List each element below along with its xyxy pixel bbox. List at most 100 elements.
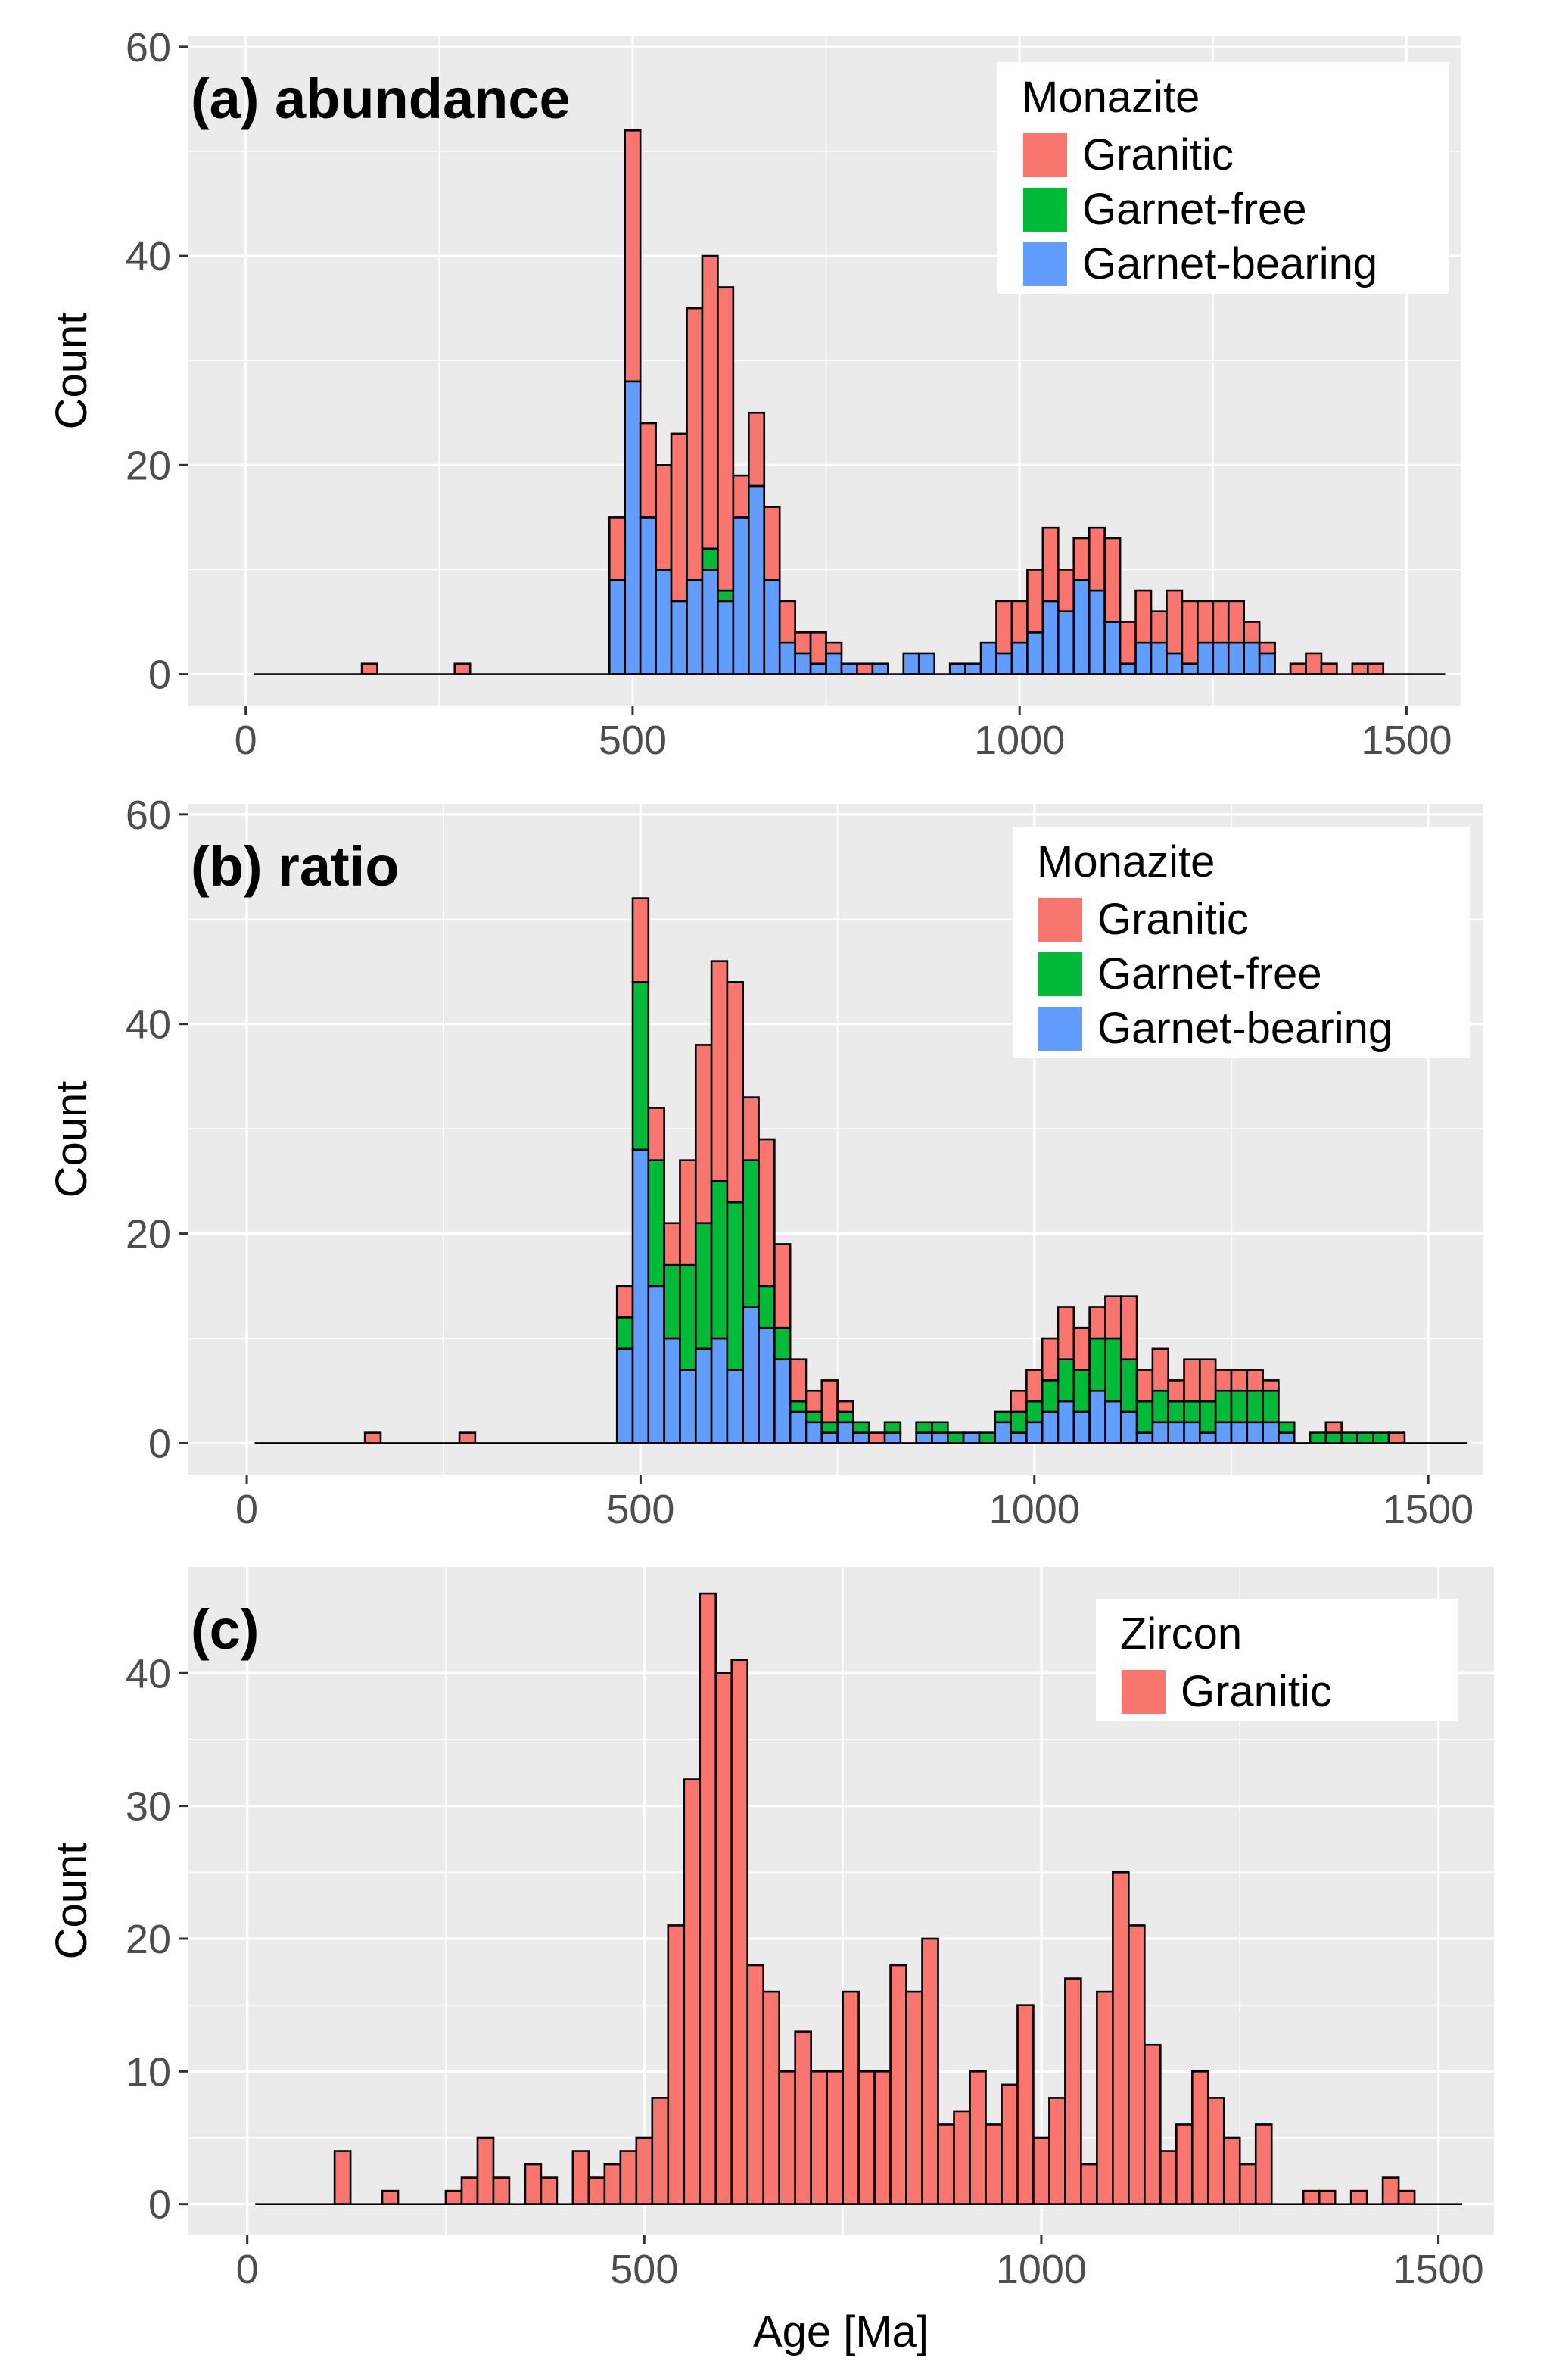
bar-granitic — [748, 411, 766, 488]
bar-granitic — [857, 2070, 876, 2205]
bar-garnet-free — [1278, 1421, 1296, 1434]
bar-garnet-bearing — [931, 1431, 949, 1444]
bar-granitic — [953, 2110, 971, 2205]
x-tick-label: 1500 — [1361, 718, 1452, 763]
x-tick-label: 0 — [235, 718, 257, 763]
bar-granitic — [1175, 2123, 1194, 2205]
bar-garnet-bearing — [742, 1306, 760, 1444]
bar-granitic — [460, 2176, 479, 2205]
bar-garnet-free — [947, 1431, 965, 1444]
bar-granitic — [1103, 537, 1122, 623]
bar-granitic — [1048, 2097, 1066, 2205]
bar-granitic — [639, 422, 657, 519]
y-tick-label: 40 — [126, 1651, 171, 1696]
bar-garnet-free — [1167, 1400, 1185, 1424]
bar-granitic — [842, 1990, 860, 2205]
bar-garnet-bearing — [763, 578, 781, 675]
bar-garnet-free — [1119, 1358, 1138, 1413]
bar-granitic — [492, 2176, 511, 2205]
bar-granitic — [1320, 662, 1338, 675]
bar-garnet-free — [1057, 1358, 1075, 1403]
bar-garnet-free — [1262, 1389, 1280, 1424]
bar-granitic — [726, 981, 745, 1204]
bar-garnet-free — [742, 1159, 760, 1308]
bar-garnet-bearing — [1026, 631, 1044, 675]
bar-granitic — [1080, 2163, 1098, 2205]
bar-granitic — [647, 1107, 665, 1161]
bar-granitic — [1258, 641, 1276, 655]
bar-garnet-bearing — [670, 600, 688, 675]
bar-garnet-free — [836, 1410, 854, 1424]
x-tick-label: 1000 — [996, 2247, 1087, 2292]
panel-label: (b) ratio — [191, 835, 399, 898]
bar-garnet-free — [1371, 1431, 1390, 1444]
bar-garnet-bearing — [994, 1421, 1012, 1444]
bar-garnet-free — [631, 981, 650, 1151]
y-tick-label: 60 — [126, 25, 171, 70]
legend-swatch — [1023, 188, 1067, 232]
bar-granitic — [635, 2136, 654, 2205]
bar-granitic — [1387, 1431, 1406, 1444]
bar-granitic — [773, 1243, 792, 1329]
bar-garnet-free — [1135, 1400, 1154, 1434]
bar-granitic — [615, 1285, 634, 1319]
bar-granitic — [1025, 1369, 1044, 1403]
bar-garnet-bearing — [615, 1347, 634, 1444]
y-axis-label: Count — [47, 1081, 96, 1198]
y-tick-label: 0 — [148, 1421, 171, 1466]
bar-granitic — [1190, 2070, 1209, 2205]
bar-granitic — [805, 1389, 823, 1413]
bar-granitic — [1349, 2189, 1368, 2205]
bar-granitic — [1324, 1421, 1343, 1434]
bar-garnet-free — [883, 1421, 902, 1434]
bar-granitic — [1381, 2176, 1400, 2205]
bar-garnet-free — [1356, 1431, 1374, 1444]
bar-granitic — [686, 307, 704, 581]
bar-garnet-free — [694, 1222, 713, 1350]
bar-granitic — [1243, 621, 1261, 644]
bar-garnet-bearing — [979, 641, 997, 675]
bar-granitic — [1199, 1358, 1217, 1403]
bar-garnet-free — [1041, 1379, 1060, 1413]
bar-garnet-bearing — [805, 1421, 823, 1444]
bar-garnet-bearing — [608, 578, 627, 675]
bar-garnet-bearing — [1119, 1410, 1138, 1444]
bar-garnet-bearing — [1134, 641, 1153, 675]
legend-swatch — [1038, 898, 1082, 942]
bar-garnet-free — [773, 1326, 792, 1361]
y-axis-label: Count — [47, 1843, 96, 1960]
bar-granitic — [603, 2163, 622, 2205]
bar-granitic — [699, 1592, 717, 2205]
bar-garnet-bearing — [679, 1369, 697, 1444]
legend-swatch — [1038, 1007, 1082, 1051]
bar-garnet-bearing — [1150, 641, 1168, 675]
x-tick-label: 0 — [236, 2247, 259, 2292]
bar-garnet-bearing — [1212, 641, 1230, 675]
bar-granitic — [867, 1431, 886, 1444]
y-tick-label: 20 — [126, 443, 171, 488]
bar-granitic — [1135, 1369, 1154, 1403]
bar-granitic — [1010, 1389, 1028, 1413]
bar-garnet-bearing — [732, 516, 750, 675]
bar-granitic — [1096, 1990, 1114, 2205]
x-tick-label: 0 — [235, 1487, 258, 1532]
bar-garnet-bearing — [1246, 1421, 1264, 1444]
bar-garnet-free — [1025, 1400, 1044, 1424]
bar-garnet-bearing — [1230, 1421, 1249, 1444]
bar-granitic — [825, 641, 843, 655]
panel-2: 0 500 1000 1500 0 10 20 30 40 Count Age [Ma] (c) Zir… — [47, 1567, 1494, 2357]
legend: Monazite Granitic Garnet-free Garnet-bearin… — [1013, 827, 1470, 1058]
bar-granitic — [730, 1659, 749, 2205]
bar-granitic — [1167, 1379, 1185, 1403]
x-tick-label: 1000 — [974, 718, 1065, 763]
bar-granitic — [717, 286, 735, 592]
bar-garnet-bearing — [639, 516, 657, 675]
bar-garnet-free — [1104, 1337, 1122, 1403]
bar-granitic — [762, 1990, 780, 2205]
bar-garnet-free — [1214, 1389, 1233, 1424]
bar-garnet-bearing — [1258, 652, 1276, 675]
bar-garnet-free — [701, 547, 719, 571]
bar-granitic — [1151, 1347, 1170, 1392]
bar-garnet-bearing — [1088, 1389, 1106, 1444]
